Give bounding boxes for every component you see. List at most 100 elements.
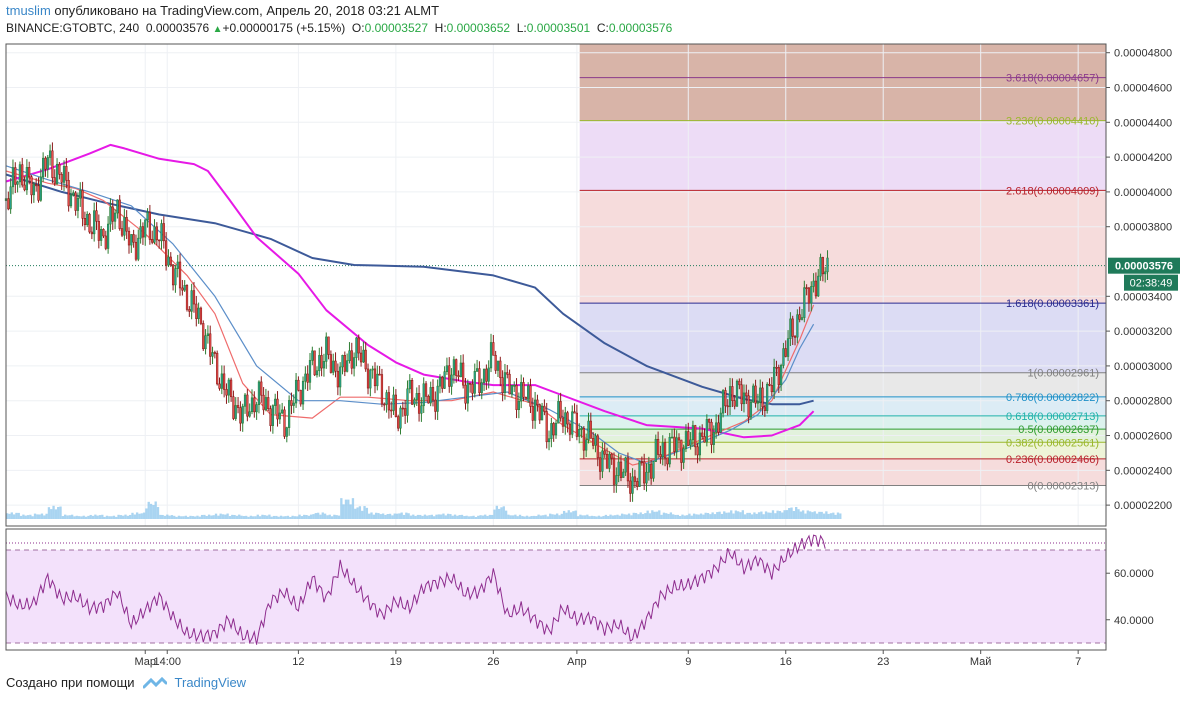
author-link[interactable]: tmuslim <box>6 3 51 18</box>
volume-bar <box>342 504 345 519</box>
volume-bar <box>50 509 53 519</box>
candle-body <box>223 373 226 390</box>
candle-body <box>74 192 77 211</box>
volume-bar <box>463 516 466 519</box>
candle-body <box>812 280 815 287</box>
fib-level-label: 0(0.00002313) <box>1027 480 1099 492</box>
volume-bar <box>820 511 823 519</box>
candle-body <box>366 368 370 389</box>
candle-body <box>195 303 198 319</box>
candle-body <box>719 412 722 433</box>
volume-bar <box>238 514 241 519</box>
volume-bar <box>630 515 633 519</box>
candle-body <box>234 405 237 419</box>
candle-body <box>571 411 574 435</box>
volume-bar <box>544 514 547 519</box>
volume-bar <box>393 513 396 519</box>
candle-body <box>524 396 527 400</box>
volume-bar <box>762 514 765 519</box>
candle-body <box>11 167 15 188</box>
volume-bar <box>43 515 46 519</box>
volume-bar <box>706 513 710 519</box>
candle-body <box>622 471 625 478</box>
volume-bar <box>658 510 661 519</box>
volume-bar <box>217 515 220 519</box>
volume-bar <box>226 513 229 519</box>
price-chart[interactable]: 3.618(0.00004657) 3.236(0.00004410) 2.618(… <box>0 40 1182 672</box>
volume-bar <box>198 516 201 519</box>
candle-body <box>578 428 581 437</box>
volume-bar <box>300 516 304 519</box>
volume-bar <box>785 510 789 519</box>
x-axis-label: Апр <box>567 656 586 668</box>
candle-body <box>485 368 488 382</box>
volume-bar <box>103 516 106 519</box>
candle-body <box>39 176 42 201</box>
volume-bar <box>400 512 403 519</box>
candle-body <box>455 359 458 376</box>
candle-body <box>668 437 671 465</box>
volume-bar <box>442 513 445 519</box>
candle-body <box>452 359 456 376</box>
candle-body <box>568 423 572 435</box>
volume-bar <box>579 514 582 519</box>
candle-body <box>717 422 720 433</box>
volume-bar <box>205 515 208 519</box>
candle-body <box>346 360 349 372</box>
candle-body <box>814 280 818 297</box>
candle-body <box>248 411 251 417</box>
candle-body <box>413 399 416 405</box>
volume-bar <box>405 512 408 519</box>
volume-bar <box>416 514 420 519</box>
candle-body <box>37 185 40 201</box>
volume-bar <box>272 515 276 519</box>
volume-bar <box>307 515 311 519</box>
volume-bar <box>665 513 668 519</box>
volume-bar <box>291 515 294 519</box>
volume-bar <box>47 507 51 519</box>
candle-body <box>380 374 384 405</box>
candle-body <box>211 352 214 357</box>
fib-level-label: 0.236(0.00002466) <box>1006 454 1099 466</box>
candle-body <box>445 365 449 372</box>
candle-body <box>559 401 562 419</box>
volume-bar <box>398 513 401 519</box>
volume-bar <box>806 510 809 519</box>
volume-bar <box>725 512 728 519</box>
candle-body <box>740 384 743 405</box>
volume-bar <box>470 516 473 519</box>
volume-bar <box>511 515 515 519</box>
candle-body <box>689 439 692 446</box>
volume-bar <box>569 512 573 519</box>
volume-bar <box>639 512 642 519</box>
open-value: 0.00003527 <box>364 21 428 35</box>
candle-body <box>188 309 191 312</box>
volume-bar <box>344 499 348 519</box>
y-axis-label: 0.00003200 <box>1114 326 1172 338</box>
candle-body <box>79 190 82 199</box>
candle-body <box>796 314 799 338</box>
tradingview-link[interactable]: TradingView <box>174 675 247 690</box>
candle-body <box>640 461 643 463</box>
volume-bar <box>337 515 341 519</box>
volume-bar <box>818 511 821 519</box>
candle-body <box>605 453 609 469</box>
candle-body <box>185 285 189 310</box>
candle-body <box>116 199 119 214</box>
volume-bar <box>734 510 738 519</box>
volume-bar <box>354 508 357 519</box>
volume-bar <box>500 507 503 519</box>
volume-bar <box>553 514 556 519</box>
volume-bar <box>26 515 30 519</box>
volume-bar <box>746 512 749 519</box>
candle-body <box>369 369 372 389</box>
up-arrow-icon: ▲ <box>212 24 223 35</box>
candle-body <box>629 480 632 494</box>
volume-bar <box>662 512 666 519</box>
volume-bar <box>219 513 222 519</box>
candle-body <box>178 261 182 289</box>
candle-body <box>308 360 312 383</box>
volume-bar <box>474 516 478 519</box>
candle-body <box>290 400 293 406</box>
candle-body <box>51 150 54 178</box>
